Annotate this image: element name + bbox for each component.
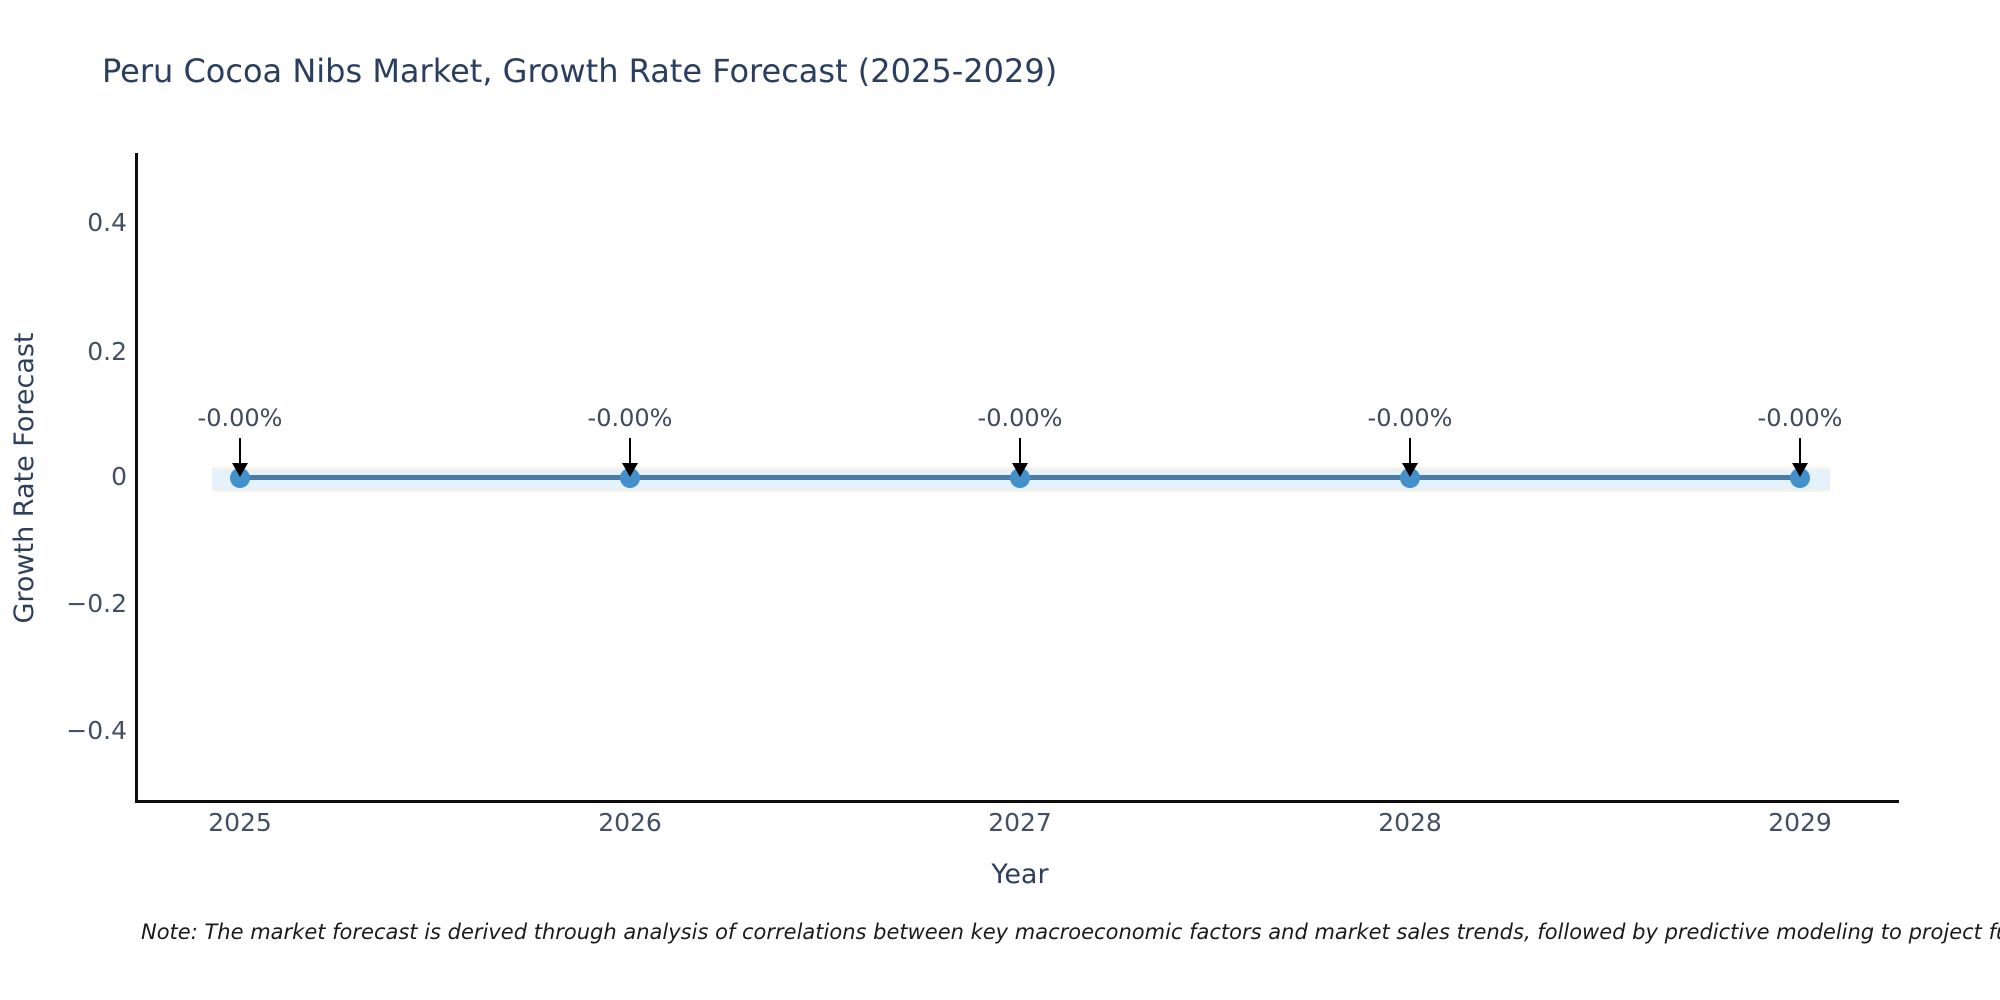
x-tick-label: 2027	[988, 808, 1052, 837]
y-axis-title: Growth Rate Forecast	[9, 332, 40, 624]
annotation-arrowhead-icon	[1012, 463, 1028, 477]
annotation-label: -0.00%	[1757, 404, 1843, 432]
annotation-arrowhead-icon	[622, 463, 638, 477]
annotation-arrow	[1799, 438, 1801, 463]
x-tick-label: 2029	[1768, 808, 1832, 837]
annotation-arrowhead-icon	[1792, 463, 1808, 477]
annotation-arrowhead-icon	[1402, 463, 1418, 477]
annotation-arrowhead-icon	[232, 463, 248, 477]
annotation-label: -0.00%	[1367, 404, 1453, 432]
annotation-arrow	[629, 438, 631, 463]
annotation-label: -0.00%	[197, 404, 283, 432]
note-text: Note: The market forecast is derived thr…	[141, 920, 2000, 944]
y-tick-label: 0.2	[87, 337, 127, 366]
annotation-label: -0.00%	[977, 404, 1063, 432]
annotation-arrow	[1409, 438, 1411, 463]
y-tick-label: 0	[111, 462, 127, 491]
x-tick-label: 2025	[208, 808, 272, 837]
y-axis-line	[135, 153, 138, 803]
x-axis-line	[135, 800, 1899, 803]
y-tick-label: −0.2	[66, 589, 127, 618]
annotation-arrow	[239, 438, 241, 463]
chart-title: Peru Cocoa Nibs Market, Growth Rate Fore…	[102, 52, 1058, 90]
x-tick-label: 2026	[598, 808, 662, 837]
y-tick-label: −0.4	[66, 716, 127, 745]
y-tick-label: 0.4	[87, 208, 127, 237]
x-axis-title: Year	[991, 859, 1049, 890]
x-tick-label: 2028	[1378, 808, 1442, 837]
annotation-label: -0.00%	[587, 404, 673, 432]
annotation-arrow	[1019, 438, 1021, 463]
